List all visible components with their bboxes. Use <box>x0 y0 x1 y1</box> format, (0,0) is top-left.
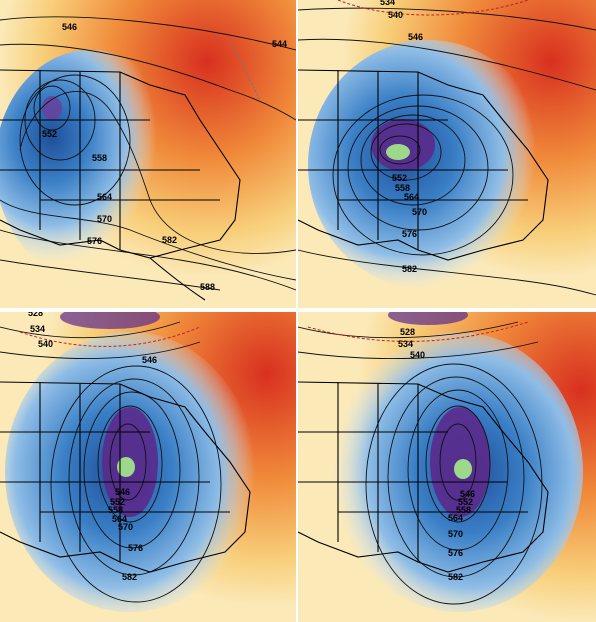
contour-label: 552 <box>42 129 57 139</box>
contour-label: 544 <box>272 39 287 49</box>
contour-label: 552 <box>458 497 473 507</box>
contour-label: 570 <box>118 522 133 532</box>
contour-label: 564 <box>112 514 127 524</box>
contour-label: 540 <box>388 10 403 20</box>
contour-label: 576 <box>87 236 102 246</box>
contour-label: 576 <box>448 548 463 558</box>
contour-label: 546 <box>115 487 130 497</box>
contour-label: 564 <box>448 513 463 523</box>
contour-label: 582 <box>162 235 177 245</box>
contour-label: 564 <box>404 192 419 202</box>
contour-label: 546 <box>408 32 423 42</box>
contour-label: 546 <box>142 355 157 365</box>
contour-label: 576 <box>402 229 417 239</box>
contour-label: 564 <box>97 192 112 202</box>
contour-label: 534 <box>30 324 45 334</box>
contour-label: 552 <box>110 497 125 507</box>
contour-label: 546 <box>460 489 475 499</box>
map-panel-bottom-right: 528 534 540 546 552 558 564 570 576 582 <box>298 312 596 622</box>
contour-label: 588 <box>200 282 215 292</box>
contour-label: 582 <box>122 572 137 582</box>
contour-label: 558 <box>92 153 107 163</box>
map-panel-top-left: 546 552 558 564 570 576 582 588 544 <box>0 0 296 308</box>
contour-label: 570 <box>97 214 112 224</box>
contour-label: 570 <box>412 207 427 217</box>
contour-label: 540 <box>38 339 53 349</box>
contour-label: 534 <box>398 339 413 349</box>
map-panel-top-right: 534 540 546 552 558 564 570 576 582 <box>298 0 596 308</box>
contour-label: 546 <box>62 22 77 32</box>
contour-label: 582 <box>448 572 463 582</box>
contour-label: 540 <box>410 350 425 360</box>
contour-label: 576 <box>128 543 143 553</box>
contour-label: 558 <box>395 183 410 193</box>
contour-label: 528 <box>400 327 415 337</box>
contour-label: 534 <box>380 0 395 7</box>
contour-label: 528 <box>28 312 43 318</box>
contour-label: 570 <box>448 529 463 539</box>
contour-label: 552 <box>392 173 407 183</box>
map-panel-bottom-left: 528 534 540 546 546 552 558 564 570 576 … <box>0 312 296 622</box>
contour-label: 558 <box>108 505 123 515</box>
contour-label: 558 <box>456 505 471 515</box>
contour-label: 582 <box>402 264 417 274</box>
